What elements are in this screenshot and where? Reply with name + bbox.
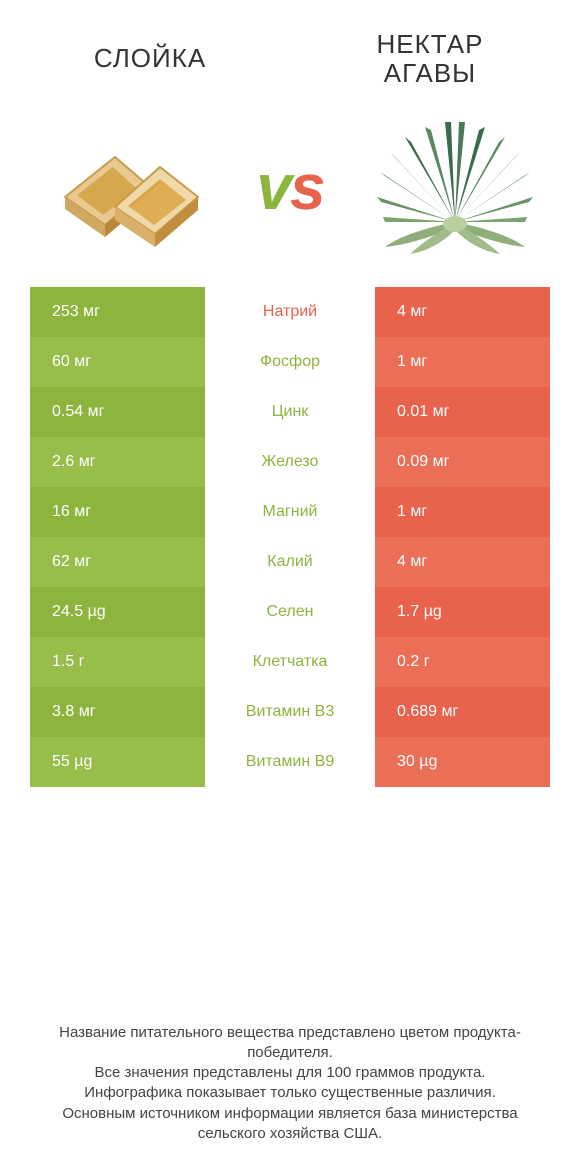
table-row: 0.54 мгЦинк0.01 мг [30,387,550,437]
cell-nutrient-label: Клетчатка [205,637,375,687]
vs-label: vs [256,150,323,224]
cell-right-value: 0.2 г [375,637,550,687]
cell-right-value: 30 µg [375,737,550,787]
cell-right-value: 0.09 мг [375,437,550,487]
cell-left-value: 1.5 г [30,637,205,687]
cell-left-value: 55 µg [30,737,205,787]
infographic-container: СЛОЙКА НЕКТАРАГАВЫ [0,0,580,1174]
images-row: vs [30,97,550,287]
vs-s: s [290,151,324,223]
cell-right-value: 1 мг [375,487,550,537]
cell-nutrient-label: Магний [205,487,375,537]
cell-nutrient-label: Калий [205,537,375,587]
comparison-table: 253 мгНатрий4 мг60 мгФосфор1 мг0.54 мгЦи… [30,287,550,787]
agave-image [370,117,540,257]
table-row: 253 мгНатрий4 мг [30,287,550,337]
cell-nutrient-label: Натрий [205,287,375,337]
header-row: СЛОЙКА НЕКТАРАГАВЫ [30,30,550,97]
title-right: НЕКТАРАГАВЫ [330,30,530,87]
footer-line-3: Инфографика показывает только существенн… [40,1083,540,1103]
cell-nutrient-label: Селен [205,587,375,637]
footer-line-1: Название питательного вещества представл… [40,1023,540,1064]
cell-left-value: 60 мг [30,337,205,387]
footer-notes: Название питательного вещества представл… [30,993,550,1155]
cell-right-value: 4 мг [375,287,550,337]
cell-left-value: 253 мг [30,287,205,337]
table-row: 1.5 гКлетчатка0.2 г [30,637,550,687]
title-left: СЛОЙКА [50,43,250,74]
table-row: 55 µgВитамин B930 µg [30,737,550,787]
cell-left-value: 3.8 мг [30,687,205,737]
cell-nutrient-label: Цинк [205,387,375,437]
table-row: 3.8 мгВитамин B30.689 мг [30,687,550,737]
cell-nutrient-label: Витамин B3 [205,687,375,737]
cell-right-value: 0.01 мг [375,387,550,437]
table-row: 24.5 µgСелен1.7 µg [30,587,550,637]
cell-nutrient-label: Витамин B9 [205,737,375,787]
title-right-text: НЕКТАРАГАВЫ [377,29,484,88]
cell-left-value: 16 мг [30,487,205,537]
table-row: 2.6 мгЖелезо0.09 мг [30,437,550,487]
cell-nutrient-label: Железо [205,437,375,487]
vs-v: v [256,151,290,223]
cell-right-value: 1.7 µg [375,587,550,637]
table-row: 60 мгФосфор1 мг [30,337,550,387]
cell-left-value: 62 мг [30,537,205,587]
cell-right-value: 0.689 мг [375,687,550,737]
pastry-image [40,117,210,257]
cell-left-value: 2.6 мг [30,437,205,487]
footer-line-4: Основным источником информации является … [40,1104,540,1145]
cell-right-value: 4 мг [375,537,550,587]
footer-line-2: Все значения представлены для 100 граммо… [40,1063,540,1083]
cell-nutrient-label: Фосфор [205,337,375,387]
cell-left-value: 0.54 мг [30,387,205,437]
table-row: 16 мгМагний1 мг [30,487,550,537]
cell-left-value: 24.5 µg [30,587,205,637]
cell-right-value: 1 мг [375,337,550,387]
table-row: 62 мгКалий4 мг [30,537,550,587]
